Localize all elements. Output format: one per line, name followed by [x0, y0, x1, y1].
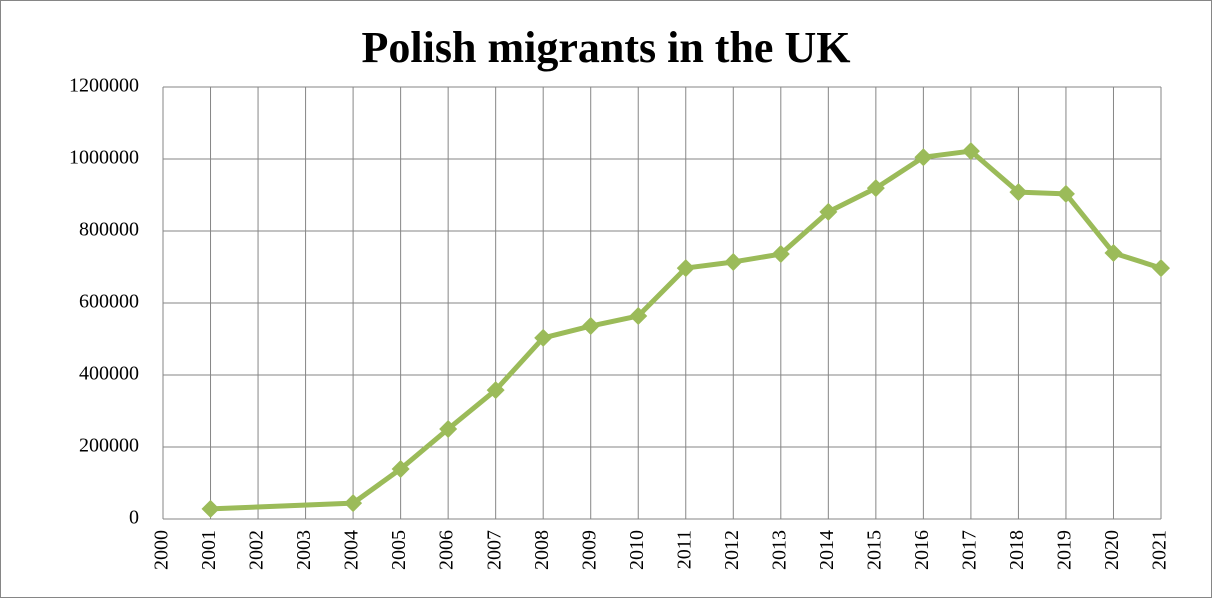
data-point [581, 317, 600, 336]
data-point [391, 459, 410, 478]
x-tick-label: 2017 [958, 530, 980, 570]
chart-title: Polish migrants in the UK [362, 23, 851, 72]
x-tick-label: 2021 [1149, 530, 1171, 570]
data-point [866, 179, 885, 198]
data-point [914, 148, 933, 167]
x-tick-label: 2016 [911, 530, 933, 570]
data-point [344, 494, 363, 513]
data-point [771, 245, 790, 264]
data-point [534, 328, 553, 347]
y-tick-label: 400000 [79, 363, 139, 385]
y-tick-label: 1200000 [69, 75, 139, 97]
y-tick-label: 800000 [79, 219, 139, 241]
data-point [1056, 184, 1075, 203]
x-tick-label: 2007 [483, 530, 505, 570]
data-point [961, 142, 980, 161]
x-tick-label: 2020 [1101, 530, 1123, 570]
y-tick-label: 1000000 [69, 147, 139, 169]
data-point [1152, 259, 1170, 278]
x-tick-label: 2005 [388, 530, 410, 570]
y-tick-label: 0 [129, 507, 139, 529]
data-point [486, 381, 505, 400]
x-tick-label: 2002 [246, 530, 268, 570]
y-tick-label: 600000 [79, 291, 139, 313]
x-tick-label: 2004 [341, 530, 363, 570]
x-tick-label: 2001 [198, 530, 220, 570]
data-point [676, 259, 695, 278]
x-tick-label: 2008 [531, 530, 553, 570]
x-tick-label: 2003 [293, 530, 315, 570]
x-tick-label: 2019 [1054, 530, 1076, 570]
x-tick-label: 2018 [1006, 530, 1028, 570]
data-point [1009, 183, 1028, 202]
y-tick-label: 200000 [79, 435, 139, 457]
x-tick-label: 2000 [151, 530, 173, 570]
x-tick-label: 2012 [721, 530, 743, 570]
data-point [629, 306, 648, 325]
data-point [819, 202, 838, 221]
x-tick-label: 2009 [578, 530, 600, 570]
x-tick-label: 2015 [863, 530, 885, 570]
x-tick-label: 2006 [436, 530, 458, 570]
x-tick-label: 2013 [768, 530, 790, 570]
x-tick-label: 2014 [816, 530, 838, 570]
x-tick-label: 2011 [673, 530, 695, 569]
data-point [724, 252, 743, 271]
data-point [439, 420, 458, 438]
data-point [201, 499, 220, 518]
data-point [1104, 243, 1123, 262]
x-tick-label: 2010 [626, 530, 648, 570]
